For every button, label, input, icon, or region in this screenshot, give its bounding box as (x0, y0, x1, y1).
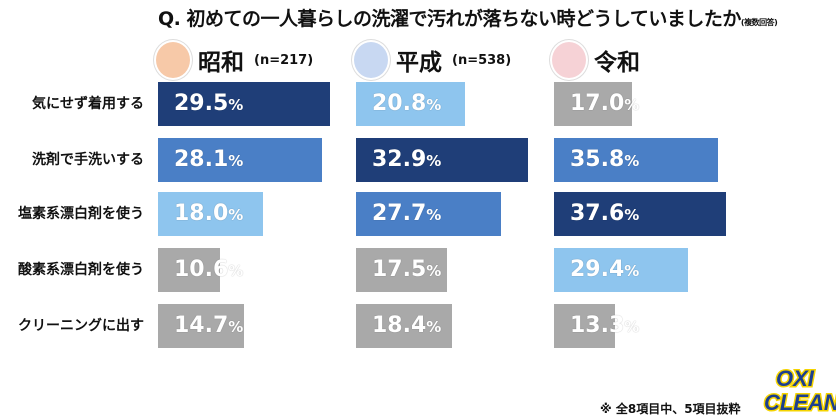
bar (356, 304, 453, 348)
bar (554, 304, 615, 348)
data-label: 18.4% (372, 313, 442, 338)
bar (158, 138, 322, 182)
sample-size: (n=217) (254, 52, 314, 68)
series-header: 平成 (n=538) (352, 40, 512, 80)
bar (356, 138, 528, 182)
bar (158, 82, 330, 126)
bar (554, 82, 632, 126)
category-label: 塩素系漂白剤を使う (18, 206, 144, 222)
svg-text:CLEAN: CLEAN (764, 390, 836, 415)
bar (356, 248, 448, 292)
series-header: 令和 (550, 40, 650, 80)
avatar (352, 40, 390, 80)
data-label: 10.6% (174, 257, 244, 282)
bar (554, 138, 718, 182)
data-label: 17.5% (372, 257, 442, 282)
data-label: 32.9% (372, 147, 442, 172)
footnote: ※ 全8項目中、5項目抜粋 (600, 402, 741, 416)
data-label: 20.8% (372, 91, 442, 116)
series-name: 令和 (594, 50, 640, 76)
svg-text:OXI: OXI (776, 366, 815, 391)
chart-title: Q. 初めての一人暮らしの洗濯で汚れが落ちない時どうしていましたか(複数回答) (158, 8, 778, 30)
data-label: 35.8% (570, 147, 640, 172)
bar (356, 82, 465, 126)
data-label: 37.6% (570, 201, 640, 226)
bar (356, 192, 501, 236)
bar (554, 248, 689, 292)
data-label: 29.4% (570, 257, 640, 282)
data-label: 13.3% (570, 313, 640, 338)
series-name: 平成 (396, 50, 442, 76)
avatar (154, 40, 192, 80)
category-label: 酸素系漂白剤を使う (18, 262, 144, 278)
sample-size: (n=538) (452, 52, 512, 68)
data-label: 28.1% (174, 147, 244, 172)
data-label: 17.0% (570, 91, 640, 116)
series-header: 昭和 (n=217) (154, 40, 314, 80)
bar (554, 192, 726, 236)
category-label: クリーニングに出す (18, 318, 144, 334)
data-label: 29.5% (174, 91, 244, 116)
category-label: 気にせず着用する (32, 96, 144, 112)
data-label: 27.7% (372, 201, 442, 226)
category-label: 洗剤で手洗いする (32, 152, 144, 168)
data-label: 18.0% (174, 201, 244, 226)
data-label: 14.7% (174, 313, 244, 338)
series-name: 昭和 (198, 50, 244, 76)
oxiclean-logo: OXI CLEAN (763, 365, 837, 417)
bar (158, 304, 244, 348)
avatar (550, 40, 588, 80)
bar (158, 248, 220, 292)
bar (158, 192, 263, 236)
